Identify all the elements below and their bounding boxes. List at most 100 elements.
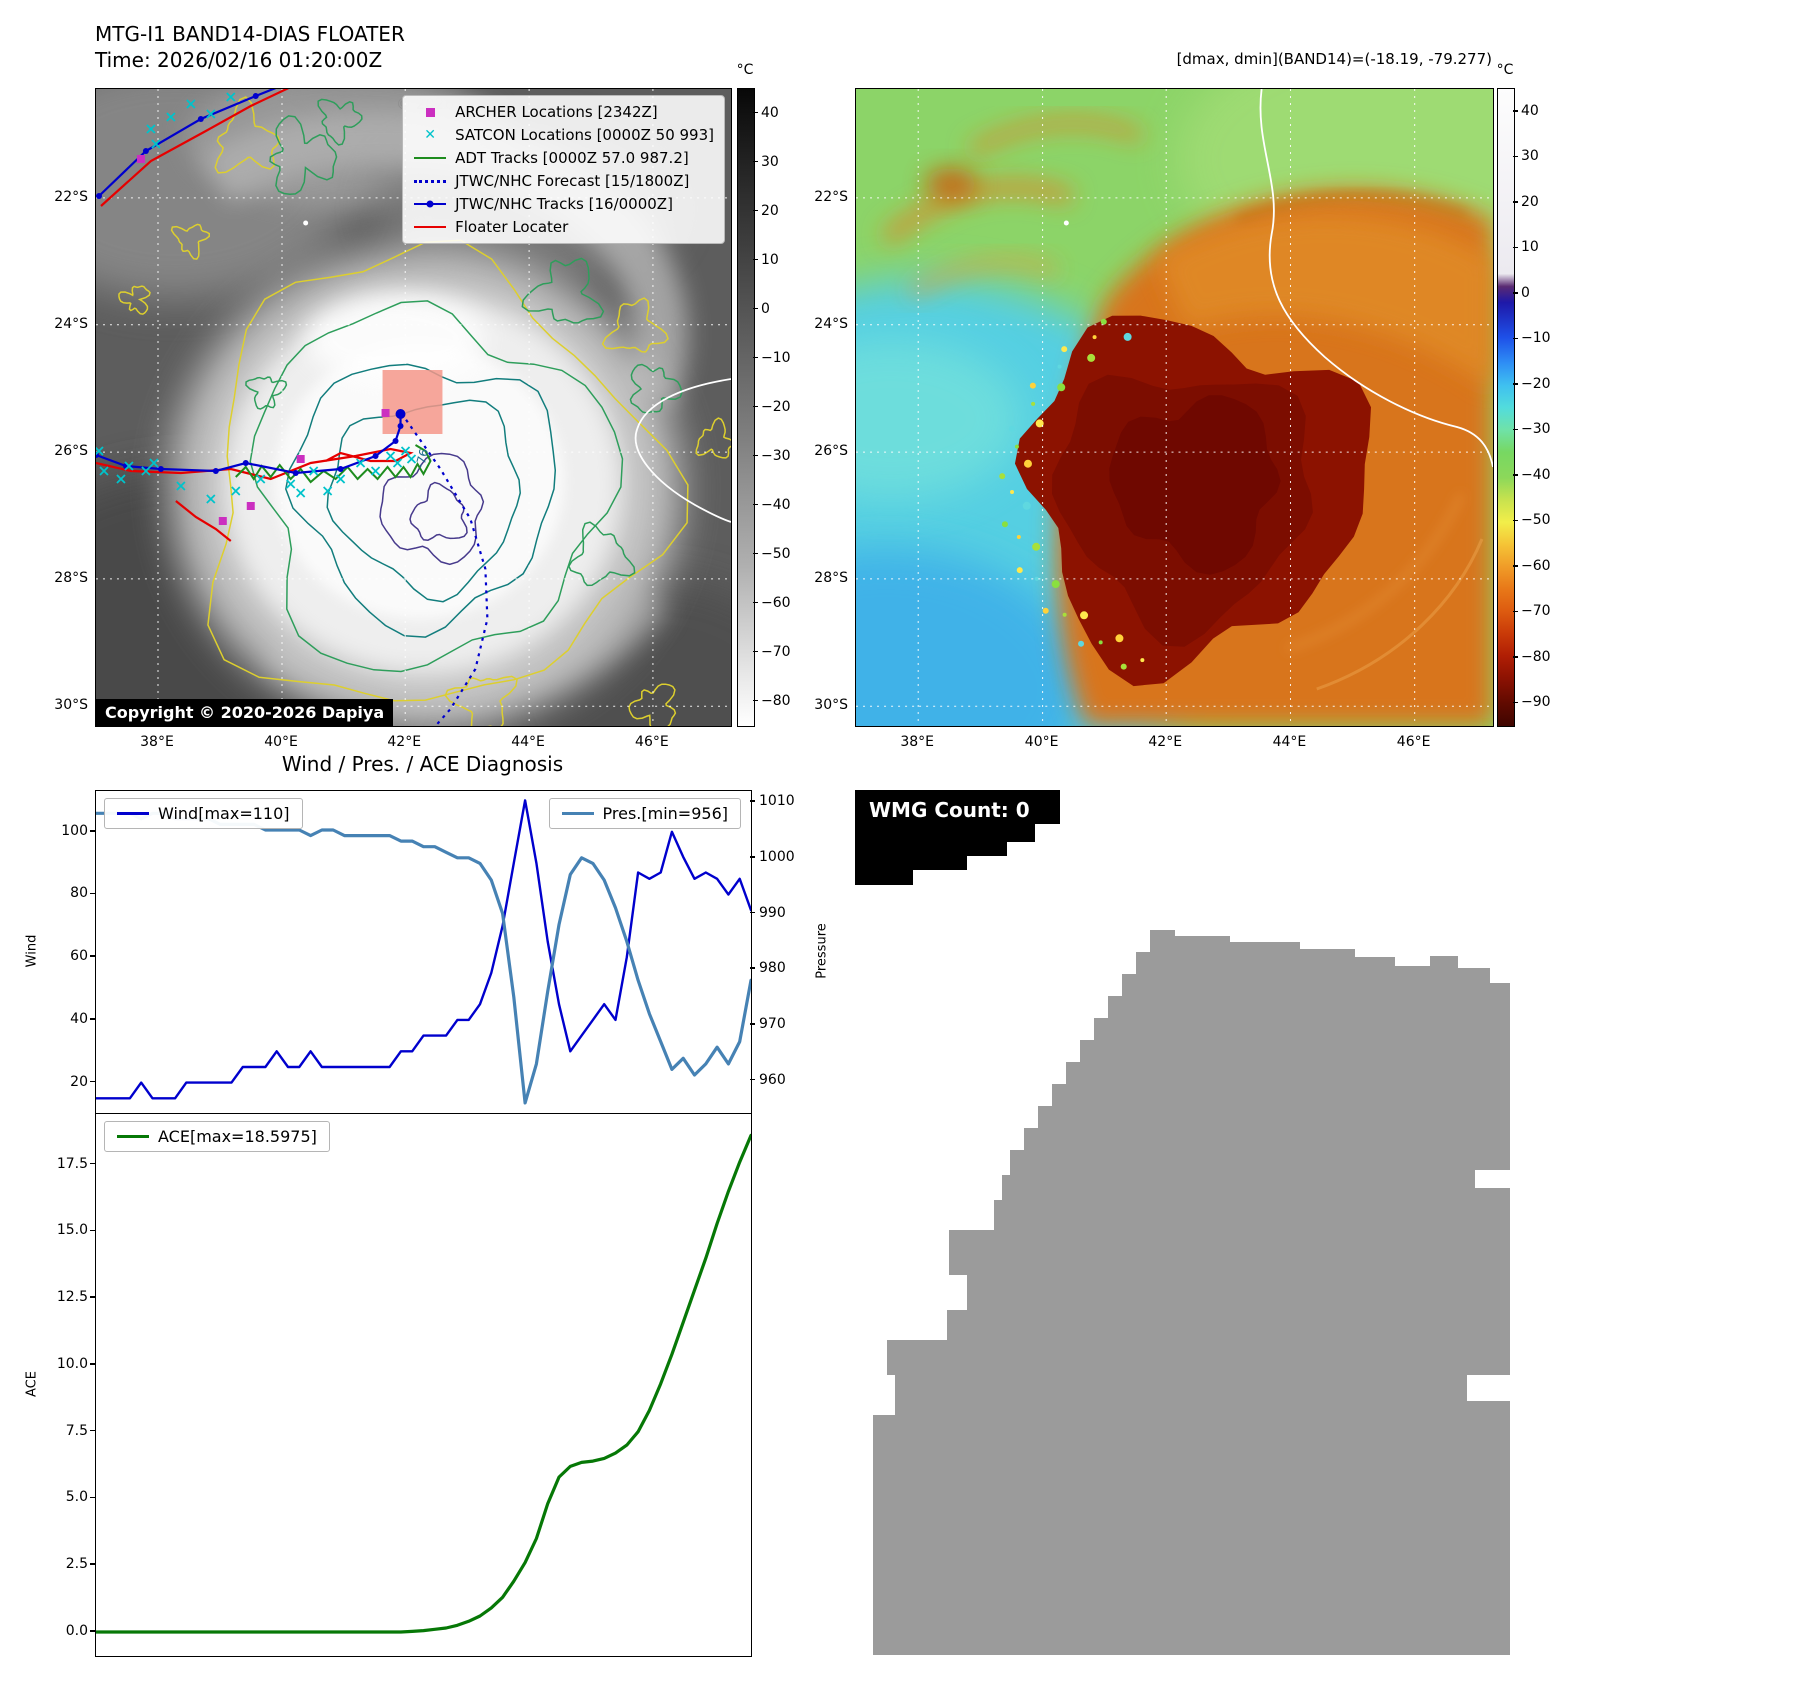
wind-axis-title: Wind <box>24 934 40 968</box>
ace-tick-label: 10.0 <box>56 1355 88 1372</box>
legend-label: Floater Locater <box>455 218 569 236</box>
tick-mark <box>1513 155 1518 157</box>
wind-tick-label: 40 <box>70 1010 88 1027</box>
jtwc-forecast-track <box>399 413 489 726</box>
colorbar-tick-label: −10 <box>1521 330 1551 347</box>
legend-label: ARCHER Locations [2342Z] <box>455 103 658 121</box>
y-tick-label: 22°S <box>54 188 88 205</box>
tick-mark <box>750 856 755 858</box>
band14-title: MTG-I1 BAND14-DIAS FLOATER <box>95 22 405 46</box>
tick-mark <box>750 911 755 914</box>
tick-mark <box>753 307 758 310</box>
tick-mark <box>90 1296 95 1298</box>
tick-mark <box>90 1429 95 1432</box>
legend-row-forecast: JTWC/NHC Forecast [15/1800Z] <box>413 172 714 190</box>
colorbar-tick-label: −70 <box>1521 603 1551 620</box>
tick-mark <box>753 160 758 163</box>
tick-mark <box>753 650 758 653</box>
awv-colorbar <box>1497 88 1515 727</box>
tick-mark <box>750 967 755 969</box>
tick-mark <box>1513 337 1518 339</box>
y-tick-label: 24°S <box>814 315 848 332</box>
y-tick-label: 22°S <box>814 188 848 205</box>
colorbar-tick-label: −30 <box>761 447 791 464</box>
y-tick-label: 30°S <box>814 697 848 714</box>
wind-tick-label: 100 <box>61 822 88 839</box>
tick-mark <box>90 1496 95 1499</box>
colorbar-tick-label: 0 <box>1521 284 1530 301</box>
pressure-legend: Pres.[min=956] <box>548 798 741 829</box>
legend-label: JTWC/NHC Forecast [15/1800Z] <box>455 172 690 190</box>
ace-tick-label: 12.5 <box>56 1289 88 1306</box>
tick-mark <box>750 800 755 802</box>
wmg-notch <box>1467 1375 1510 1401</box>
floater-locater-track-branch <box>175 500 232 542</box>
legend-row-jtwc: JTWC/NHC Tracks [16/0000Z] <box>413 195 714 213</box>
colorbar-unit: °C <box>736 62 754 78</box>
colorbar-tick-label: −50 <box>1521 512 1551 529</box>
y-tick-label: 26°S <box>814 443 848 460</box>
forecast-dotted-line-icon <box>413 179 447 183</box>
ace-tick-label: 15.0 <box>56 1222 88 1239</box>
wind-tick-label: 60 <box>70 948 88 965</box>
colorbar-tick-label: 10 <box>761 251 779 268</box>
tick-mark <box>1513 110 1518 112</box>
colorbar-tick-label: −90 <box>1521 694 1551 711</box>
pressure-tick-label: 980 <box>759 960 786 977</box>
tick-mark <box>750 1078 755 1081</box>
pressure-legend-label: Pres.[min=956] <box>602 804 728 823</box>
jtwc-line-dot-icon <box>413 200 447 208</box>
tick-mark <box>1513 474 1518 476</box>
ace-axis-title: ACE <box>24 1371 40 1397</box>
contour-value-label: -76 <box>413 447 432 470</box>
colorbar-tick-label: −50 <box>761 545 791 562</box>
wind-line <box>96 799 751 1100</box>
pressure-tick-label: 960 <box>759 1071 786 1088</box>
floater-locater-track-northwest <box>100 89 290 207</box>
x-tick-label: 38°E <box>900 734 934 750</box>
colorbar-tick-label: 0 <box>761 300 770 317</box>
map-legend: ARCHER Locations [2342Z] ✕ SATCON Locati… <box>402 95 725 244</box>
colorbar-tick-label: −60 <box>1521 557 1551 574</box>
temperature-contours <box>118 96 731 726</box>
legend-row-archer: ARCHER Locations [2342Z] <box>413 103 714 121</box>
colorbar-tick-label: −10 <box>761 349 791 366</box>
y-tick-label: 28°S <box>54 569 88 586</box>
floater-line-icon <box>413 226 447 228</box>
diagnosis-title: Wind / Pres. / ACE Diagnosis <box>281 752 564 776</box>
ace-legend: ACE[max=18.5975] <box>104 1121 330 1152</box>
convective-speckles <box>999 318 1145 670</box>
band14-colorbar <box>737 88 755 727</box>
coastline <box>1259 89 1493 468</box>
ace-tick-label: 5.0 <box>65 1489 88 1506</box>
lat-lon-grid <box>856 89 1493 726</box>
legend-label: JTWC/NHC Tracks [16/0000Z] <box>455 195 673 213</box>
awv-map-panel <box>855 88 1494 727</box>
ace-plot <box>96 1133 751 1634</box>
archer-square-icon <box>413 107 447 117</box>
cold-cloud-core <box>1014 315 1372 687</box>
satcon-x-icon: ✕ <box>424 127 436 143</box>
wind-line-icon <box>117 812 149 815</box>
colorbar-unit: °C <box>1496 62 1514 78</box>
pressure-line-icon <box>561 812 594 815</box>
wind-pressure-plot <box>96 799 751 1105</box>
band14-map-panel: -76 © 2026 ARCHER Locations [2342Z] ✕ SA… <box>95 88 732 727</box>
wmg-header-mask <box>855 790 1060 885</box>
info-band14: [dmax, dmin](BAND14)=(-18.19, -79.277) <box>1176 49 1492 68</box>
adt-line-icon <box>413 157 447 159</box>
ace-line <box>96 1133 751 1634</box>
ace-tick-label: 17.5 <box>56 1155 88 1172</box>
band14-time: Time: 2026/02/16 01:20:00Z <box>95 48 383 72</box>
tick-mark <box>753 356 758 359</box>
tick-mark <box>753 503 758 506</box>
tick-mark <box>90 1630 95 1632</box>
tick-mark <box>1513 610 1518 612</box>
station-dot <box>303 220 309 226</box>
tick-mark <box>1513 428 1518 430</box>
y-tick-label: 28°S <box>814 569 848 586</box>
ace-chart <box>95 1113 752 1657</box>
tick-mark <box>90 1018 95 1020</box>
y-tick-label: 26°S <box>54 443 88 460</box>
